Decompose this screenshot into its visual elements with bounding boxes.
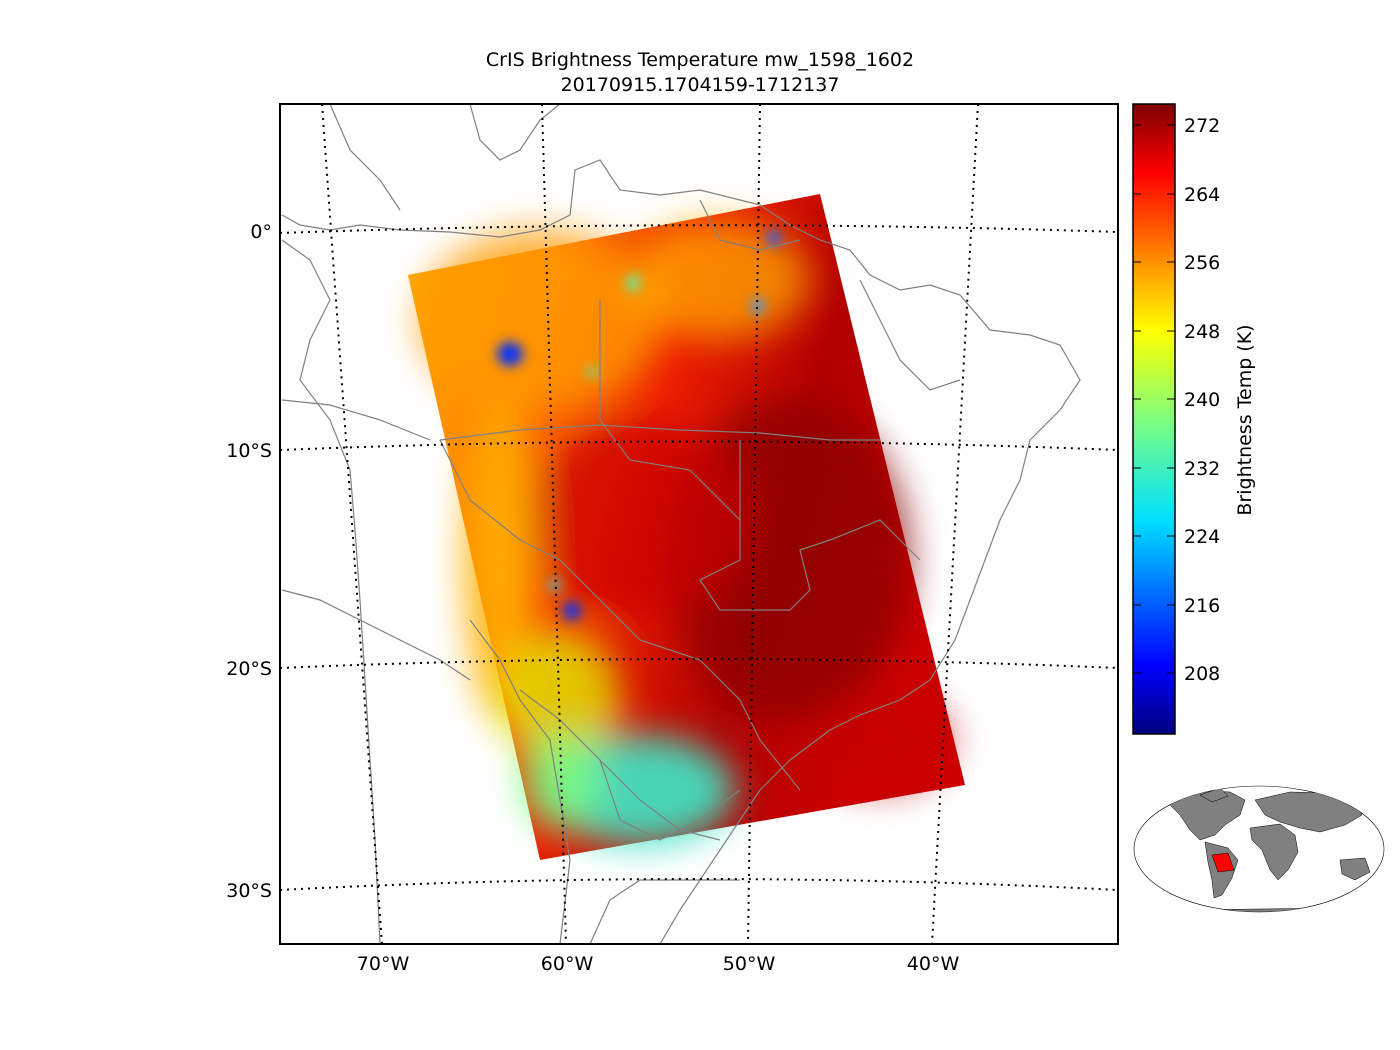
graticule [280, 104, 1118, 944]
colorbar-tick-label: 248 [1184, 321, 1220, 343]
map-panel [280, 104, 1118, 944]
colorbar-tick-label: 216 [1184, 595, 1220, 617]
colorbar-tick-label: 208 [1184, 663, 1220, 685]
swath-location-highlight [1211, 852, 1235, 873]
map-frame [279, 103, 1119, 945]
lon-label: 40°W [907, 953, 960, 975]
colorbar-label: Brightness Temp (K) [1234, 324, 1256, 515]
lat-label: 30°S [226, 880, 272, 902]
chart-title-line1: CrIS Brightness Temperature mw_1598_1602 [485, 49, 915, 71]
colorbar-tick-label: 272 [1184, 115, 1220, 137]
colorbar-gradient [1132, 103, 1176, 735]
colorbar: 272 264 256 248 240 232 224 216 208 Brig… [1132, 103, 1256, 735]
lon-labels: 70°W 60°W 50°W 40°W [357, 953, 960, 975]
colorbar-tick-label: 240 [1184, 389, 1220, 411]
lon-label: 60°W [541, 953, 594, 975]
coastlines [281, 104, 1081, 944]
lon-label: 70°W [357, 953, 410, 975]
colorbar-ticks [1133, 124, 1175, 674]
chart-title-line2: 20170915.1704159-1712137 [560, 74, 840, 96]
inset-world-map [1133, 785, 1385, 913]
colorbar-tick-label: 256 [1184, 252, 1220, 274]
lon-label: 50°W [723, 953, 776, 975]
colorbar-tick-label: 232 [1184, 458, 1220, 480]
colorbar-tick-label: 264 [1184, 184, 1220, 206]
lat-labels: 0° 10°S 20°S 30°S [226, 221, 272, 902]
lat-label: 20°S [226, 658, 272, 680]
colorbar-tick-label: 224 [1184, 526, 1220, 548]
lat-label: 0° [250, 221, 272, 243]
lat-label: 10°S [226, 440, 272, 462]
brightness-swath [408, 194, 965, 860]
